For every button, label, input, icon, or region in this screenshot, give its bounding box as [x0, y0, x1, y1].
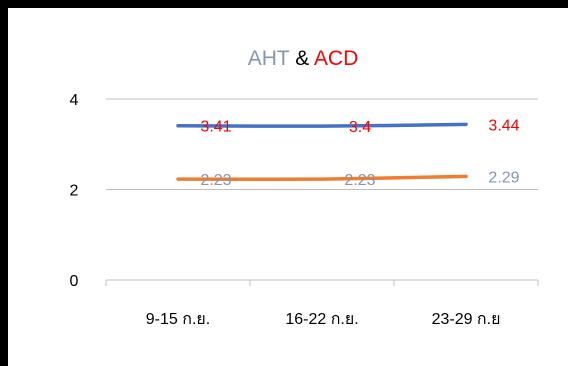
series-lines	[176, 122, 468, 182]
y-tick-label: 2	[70, 183, 79, 200]
axes	[105, 280, 539, 286]
line-chart: AHT & ACD 0 2 4 9-15 ก.ย. 16-22 ก.ย. 23-29 ก…	[70, 47, 539, 328]
x-axis-ticks: 9-15 ก.ย. 16-22 ก.ย. 23-29 ก.ย	[146, 311, 501, 328]
x-tick-label: 9-15 ก.ย.	[146, 311, 210, 328]
data-label-aht: 2.23	[200, 172, 231, 189]
data-label-acd: 3.41	[200, 119, 231, 136]
series-line-aht	[176, 174, 468, 182]
title-acd: ACD	[314, 47, 358, 70]
chart-frame: AHT & ACD 0 2 4 9-15 ก.ย. 16-22 ก.ย. 23-29 ก…	[8, 8, 568, 366]
y-tick-label: 0	[70, 273, 79, 290]
data-labels: 3.41 3.4 3.44 2.23 2.23 2.29	[200, 117, 519, 189]
title-ampersand: &	[289, 47, 314, 70]
data-label-aht: 2.29	[488, 169, 519, 186]
gridlines	[106, 98, 538, 281]
chart-title: AHT & ACD	[248, 47, 359, 70]
x-tick-label: 23-29 ก.ย	[432, 311, 501, 328]
y-tick-label: 4	[70, 92, 79, 109]
data-label-acd: 3.44	[488, 117, 519, 134]
y-axis-ticks: 0 2 4	[70, 92, 79, 290]
title-aht: AHT	[248, 47, 290, 70]
data-label-acd: 3.4	[349, 119, 371, 136]
data-label-aht: 2.23	[344, 172, 375, 189]
x-tick-label: 16-22 ก.ย.	[285, 311, 358, 328]
series-line-acd	[176, 122, 468, 128]
